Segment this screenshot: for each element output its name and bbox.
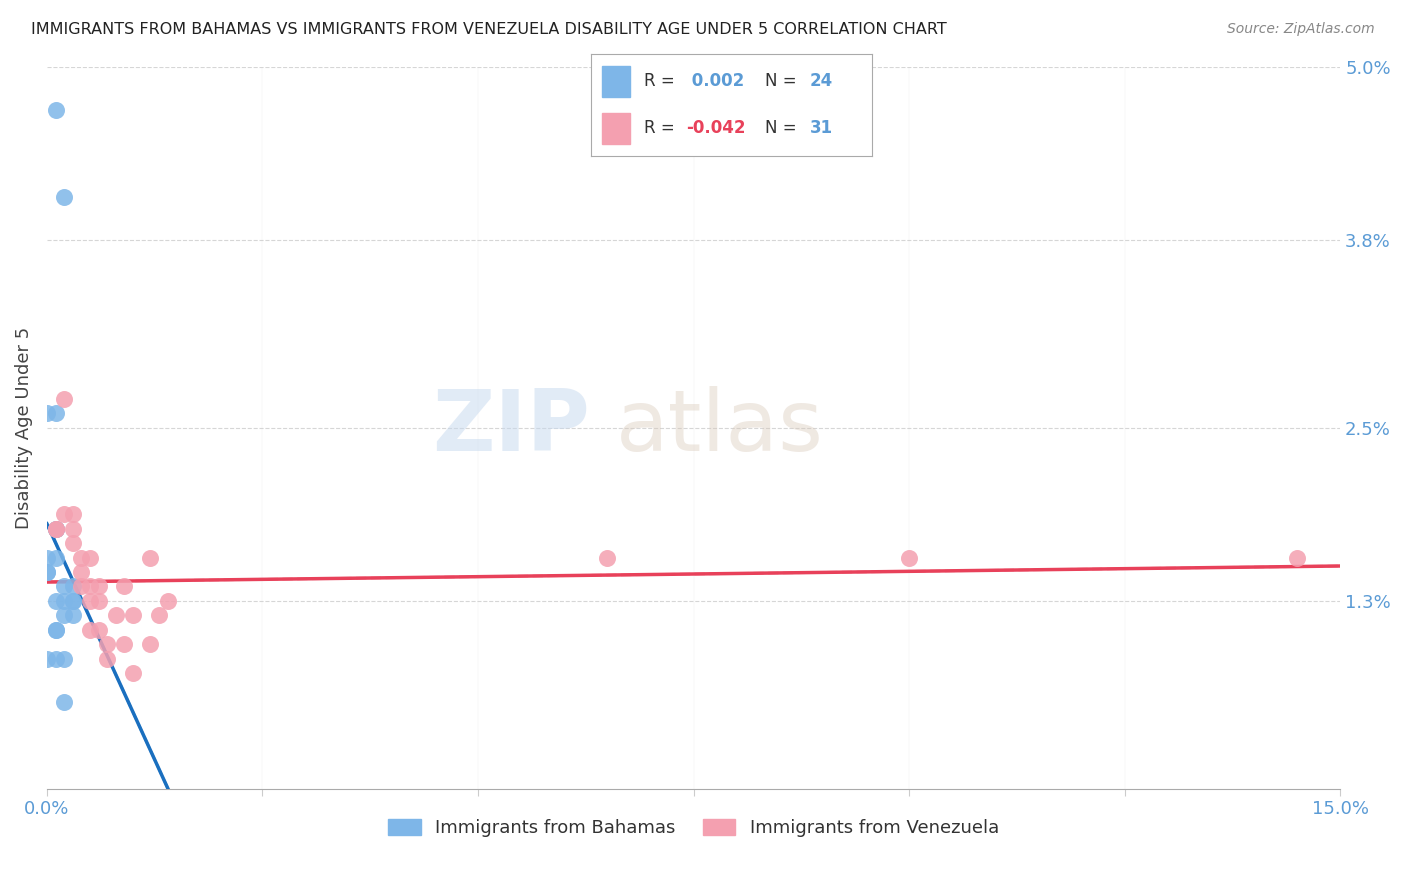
Text: -0.042: -0.042 xyxy=(686,120,745,137)
Text: ZIP: ZIP xyxy=(433,386,591,469)
Point xyxy=(148,608,170,623)
Point xyxy=(44,623,66,637)
Point xyxy=(70,565,93,579)
Point xyxy=(44,623,66,637)
Point xyxy=(79,550,101,565)
Point xyxy=(87,594,110,608)
Point xyxy=(70,550,93,565)
Point xyxy=(44,550,66,565)
Text: IMMIGRANTS FROM BAHAMAS VS IMMIGRANTS FROM VENEZUELA DISABILITY AGE UNDER 5 CORR: IMMIGRANTS FROM BAHAMAS VS IMMIGRANTS FR… xyxy=(31,22,946,37)
Point xyxy=(35,550,58,565)
Point xyxy=(35,651,58,665)
Point xyxy=(114,579,136,593)
Point xyxy=(70,579,93,593)
Point xyxy=(122,666,145,681)
Point xyxy=(79,594,101,608)
Point xyxy=(104,608,127,623)
Text: N =: N = xyxy=(765,72,796,90)
Point xyxy=(79,579,101,593)
Point xyxy=(53,695,76,709)
Point xyxy=(44,522,66,536)
Point xyxy=(44,651,66,665)
Text: Source: ZipAtlas.com: Source: ZipAtlas.com xyxy=(1227,22,1375,37)
Text: 0.002: 0.002 xyxy=(686,72,744,90)
Point xyxy=(62,522,84,536)
Point xyxy=(53,594,76,608)
Text: 24: 24 xyxy=(810,72,834,90)
Point xyxy=(44,522,66,536)
Point xyxy=(44,594,66,608)
Point xyxy=(79,623,101,637)
Point xyxy=(139,637,162,651)
Point xyxy=(53,608,76,623)
Point xyxy=(139,550,162,565)
Text: 31: 31 xyxy=(810,120,832,137)
Point xyxy=(62,507,84,521)
Y-axis label: Disability Age Under 5: Disability Age Under 5 xyxy=(15,326,32,529)
Point xyxy=(96,637,118,651)
Point xyxy=(53,392,76,406)
Point xyxy=(898,550,921,565)
Point xyxy=(114,637,136,651)
Point xyxy=(53,507,76,521)
Point xyxy=(62,608,84,623)
Text: N =: N = xyxy=(765,120,796,137)
Point xyxy=(122,608,145,623)
Point xyxy=(44,103,66,117)
Point xyxy=(35,406,58,420)
Point xyxy=(53,579,76,593)
Point xyxy=(87,623,110,637)
Point xyxy=(62,579,84,593)
Point xyxy=(35,565,58,579)
Text: R =: R = xyxy=(644,120,675,137)
Point xyxy=(35,565,58,579)
Point xyxy=(44,522,66,536)
Point xyxy=(44,522,66,536)
Point xyxy=(62,594,84,608)
Point xyxy=(1286,550,1309,565)
Text: R =: R = xyxy=(644,72,675,90)
Point xyxy=(62,594,84,608)
Point xyxy=(53,189,76,203)
Point xyxy=(44,406,66,420)
Point xyxy=(596,550,619,565)
Legend: Immigrants from Bahamas, Immigrants from Venezuela: Immigrants from Bahamas, Immigrants from… xyxy=(381,812,1007,845)
Point xyxy=(87,579,110,593)
Text: atlas: atlas xyxy=(616,386,824,469)
Bar xyxy=(602,66,630,96)
Point xyxy=(156,594,179,608)
Bar xyxy=(602,113,630,144)
Point xyxy=(53,651,76,665)
Point xyxy=(62,536,84,550)
Point xyxy=(96,651,118,665)
